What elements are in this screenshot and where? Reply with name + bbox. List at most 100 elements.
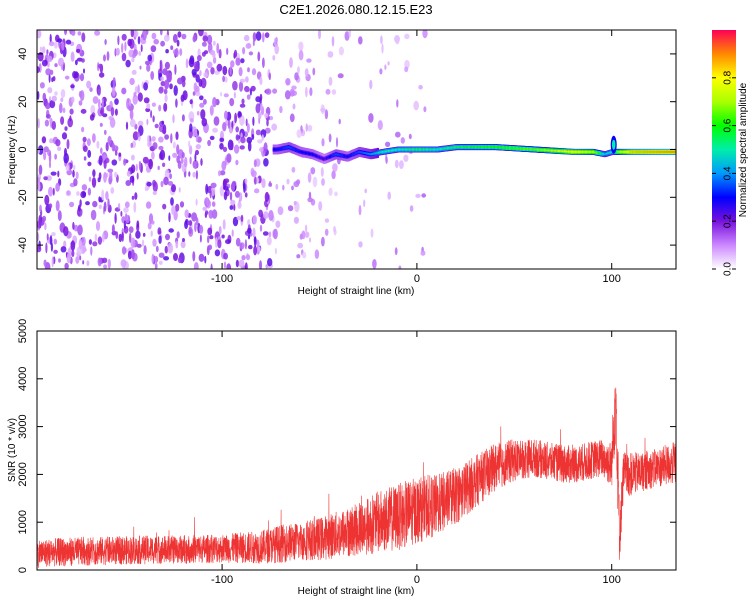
- noise-blob: [151, 220, 155, 225]
- noise-blob: [252, 215, 258, 225]
- noise-blob: [235, 159, 239, 166]
- signal-core: [420, 148, 423, 151]
- noise-blob: [254, 176, 257, 185]
- noise-blob: [172, 141, 176, 149]
- noise-blob: [51, 120, 56, 130]
- noise-blob: [49, 138, 54, 144]
- noise-blob: [131, 154, 135, 161]
- noise-blob: [413, 100, 420, 111]
- noise-blob: [151, 102, 156, 107]
- noise-blob: [247, 227, 252, 234]
- noise-blob: [336, 137, 338, 148]
- signal-core: [618, 150, 621, 153]
- signal-core: [381, 151, 384, 153]
- signal-core: [289, 146, 292, 149]
- noise-blob: [64, 126, 68, 131]
- noise-blob: [285, 78, 291, 86]
- noise-blob: [344, 31, 350, 41]
- noise-blob: [147, 141, 152, 148]
- y-tick-label: 0: [17, 567, 29, 573]
- noise-blob: [163, 256, 170, 261]
- noise-blob: [423, 106, 427, 113]
- noise-blob: [131, 57, 135, 63]
- signal-core: [363, 152, 367, 154]
- noise-blob: [255, 129, 261, 136]
- noise-blob: [142, 232, 146, 237]
- noise-blob: [98, 63, 103, 69]
- noise-blob: [381, 43, 384, 54]
- noise-blob: [61, 41, 65, 51]
- noise-blob: [125, 121, 129, 130]
- signal-core: [291, 147, 294, 150]
- noise-blob: [265, 264, 268, 269]
- noise-blob: [259, 147, 264, 153]
- signal-core: [325, 157, 328, 160]
- signal-core: [372, 152, 375, 155]
- noise-blob: [248, 244, 253, 250]
- signal-core: [503, 146, 506, 149]
- signal-core: [467, 146, 471, 149]
- noise-blob: [394, 159, 399, 169]
- noise-blob: [257, 51, 261, 62]
- noise-blob: [148, 158, 153, 170]
- signal-core: [345, 155, 348, 158]
- noise-blob: [104, 39, 107, 45]
- noise-blob: [415, 193, 421, 198]
- noise-blob: [103, 54, 106, 62]
- noise-blob: [69, 115, 72, 122]
- noise-blob: [209, 135, 215, 141]
- noise-blob: [150, 71, 155, 80]
- noise-blob: [268, 182, 273, 187]
- noise-blob: [43, 146, 49, 153]
- signal-core: [563, 150, 566, 153]
- noise-blob: [151, 32, 157, 40]
- noise-blob: [115, 231, 119, 240]
- noise-blob: [73, 178, 78, 187]
- noise-blob: [87, 187, 92, 196]
- noise-blob: [264, 32, 270, 38]
- noise-blob: [86, 260, 90, 267]
- signal-core: [394, 149, 397, 151]
- signal-core: [453, 146, 457, 149]
- signal-core: [582, 150, 585, 153]
- signal-core: [321, 157, 324, 160]
- colorbar: 0.0 0.2 0.4 0.6 0.8 Normalized spectral ampl…: [712, 30, 749, 276]
- signal-core: [458, 146, 461, 149]
- signal-core: [277, 148, 280, 151]
- noise-blob: [256, 241, 260, 246]
- signal-core: [318, 156, 321, 158]
- noise-blob: [174, 47, 179, 58]
- noise-blob: [141, 239, 145, 247]
- noise-blob: [158, 136, 164, 143]
- noise-blob: [210, 186, 216, 197]
- noise-blob: [82, 260, 85, 265]
- noise-blob: [98, 155, 103, 166]
- noise-blob: [152, 181, 158, 192]
- noise-blob: [324, 109, 329, 120]
- noise-blob: [219, 170, 226, 176]
- noise-blob: [163, 176, 169, 186]
- noise-blob: [399, 160, 404, 170]
- signal-core: [456, 146, 459, 149]
- noise-blob: [161, 120, 165, 125]
- noise-blob: [289, 88, 295, 97]
- noise-blob: [105, 142, 109, 152]
- noise-blob: [266, 119, 269, 127]
- noise-blob: [150, 45, 157, 53]
- noise-blob: [199, 70, 202, 77]
- signal-core: [472, 146, 475, 149]
- noise-blob: [247, 219, 251, 226]
- noise-blob: [136, 172, 139, 180]
- noise-blob: [90, 246, 93, 256]
- noise-blob: [328, 76, 333, 86]
- noise-blob: [331, 36, 335, 47]
- noise-blob: [212, 127, 219, 133]
- signal-core: [356, 151, 360, 154]
- noise-blob: [145, 60, 151, 66]
- noise-blob: [248, 51, 254, 56]
- noise-blob: [234, 112, 238, 124]
- noise-blob: [91, 177, 97, 188]
- noise-blob: [307, 172, 312, 183]
- noise-blob: [333, 226, 336, 233]
